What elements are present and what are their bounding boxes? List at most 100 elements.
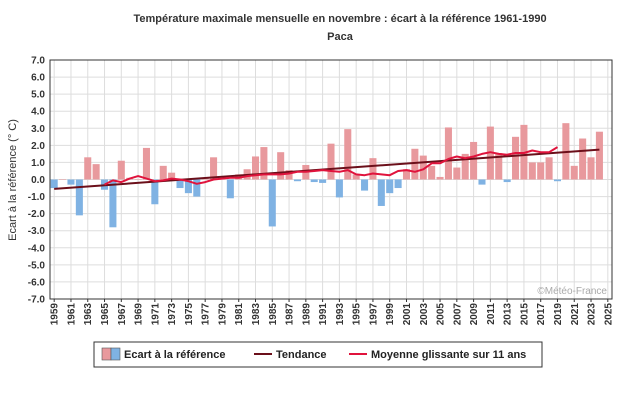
legend-label-ecart: Ecart à la référence bbox=[124, 349, 226, 361]
x-tick-label: 2001 bbox=[402, 303, 413, 326]
x-tick-label: 1973 bbox=[167, 303, 178, 326]
x-tick-label: 1969 bbox=[134, 303, 145, 326]
x-tick-label: 1997 bbox=[368, 303, 379, 326]
lines bbox=[54, 146, 600, 190]
bar-2014 bbox=[512, 136, 520, 180]
bar-1998 bbox=[377, 179, 385, 206]
bar-1961 bbox=[67, 179, 75, 185]
bar-2022 bbox=[579, 138, 587, 180]
bar-2018 bbox=[545, 157, 553, 180]
x-tick-label: 2021 bbox=[570, 303, 581, 326]
bar-2017 bbox=[537, 162, 545, 180]
bar-1967 bbox=[117, 160, 125, 180]
y-tick-label: -2.0 bbox=[28, 209, 46, 220]
legend-label-tendance: Tendance bbox=[276, 349, 327, 361]
bar-1992 bbox=[327, 143, 335, 180]
x-tick-label: 1993 bbox=[335, 303, 346, 326]
x-tick-label: 1961 bbox=[66, 303, 77, 326]
y-tick-label: -5.0 bbox=[28, 260, 46, 271]
bar-1966 bbox=[109, 179, 117, 228]
bar-1990 bbox=[310, 179, 318, 183]
x-tick-label: 2005 bbox=[436, 303, 447, 326]
bar-1985 bbox=[268, 179, 276, 227]
bar-2021 bbox=[570, 165, 578, 180]
y-tick-label: -3.0 bbox=[28, 226, 46, 237]
x-tick-label: 2019 bbox=[553, 303, 564, 326]
plot-frame bbox=[49, 59, 613, 300]
bar-1995 bbox=[352, 174, 360, 180]
y-tick-label: 1.0 bbox=[31, 158, 45, 169]
x-ticks: 1959 1961 1963 1965 1967 1969 1971 1973 1975 1977… bbox=[50, 299, 614, 326]
y-tick-label: 5.0 bbox=[31, 90, 45, 101]
x-tick-label: 1967 bbox=[117, 303, 128, 326]
x-tick-label: 1977 bbox=[201, 303, 212, 326]
x-tick-label: 1975 bbox=[184, 303, 195, 326]
bar-1975 bbox=[184, 179, 192, 194]
chart-subtitle: Paca bbox=[327, 31, 354, 43]
y-axis-label: Ecart à la référence (° C) bbox=[7, 119, 19, 241]
legend-box bbox=[93, 341, 543, 368]
bar-1983 bbox=[251, 156, 260, 180]
y-tick-label: 7.0 bbox=[31, 56, 45, 67]
x-tick-label: 1995 bbox=[352, 303, 363, 326]
x-tick-label: 2003 bbox=[419, 303, 430, 326]
bar-1977 bbox=[201, 178, 209, 180]
bar-2005 bbox=[436, 176, 444, 180]
y-tick-label: -6.0 bbox=[28, 277, 46, 288]
bar-1971 bbox=[151, 179, 159, 205]
bar-1997 bbox=[369, 158, 377, 180]
grid bbox=[50, 59, 612, 300]
credit-label: ©Météo-France bbox=[537, 286, 607, 297]
bar-1972 bbox=[159, 165, 167, 180]
bar-1996 bbox=[361, 179, 369, 191]
x-tick-label: 1991 bbox=[318, 303, 329, 326]
bar-2008 bbox=[461, 153, 469, 180]
bar-1960 bbox=[59, 179, 67, 180]
x-tick-label: 2011 bbox=[486, 303, 497, 325]
bar-1976 bbox=[193, 179, 201, 197]
x-tick-label: 2017 bbox=[536, 303, 547, 326]
x-tick-label: 1985 bbox=[268, 303, 279, 326]
y-tick-label: 4.0 bbox=[31, 107, 45, 118]
bar-2013 bbox=[503, 179, 511, 183]
x-tick-label: 2025 bbox=[603, 303, 614, 326]
y-tick-label: 3.0 bbox=[31, 124, 45, 135]
x-tick-label: 1965 bbox=[100, 303, 111, 326]
legend-label-moyenne: Moyenne glissante sur 11 ans bbox=[371, 349, 526, 361]
bar-1994 bbox=[344, 129, 352, 180]
bar-2012 bbox=[495, 153, 503, 180]
bar-2007 bbox=[453, 167, 461, 180]
legend-swatch-negative bbox=[110, 347, 121, 361]
bar-1964 bbox=[92, 164, 100, 180]
y-tick-label: -7.0 bbox=[28, 295, 46, 306]
x-tick-label: 1971 bbox=[150, 303, 161, 326]
bar-2004 bbox=[428, 165, 436, 180]
x-tick-label: 2009 bbox=[469, 303, 480, 326]
bar-1993 bbox=[335, 179, 343, 198]
bars bbox=[50, 123, 603, 228]
y-tick-label: 6.0 bbox=[31, 73, 45, 84]
y-tick-label: 0.0 bbox=[31, 175, 45, 186]
bar-1987 bbox=[285, 170, 293, 180]
y-ticks: 7.0 6.0 5.0 4.0 3.0 2.0 1.0 0.0 -1.0 -2.0 -3.0 -4.0… bbox=[28, 56, 46, 306]
y-tick-label: 2.0 bbox=[31, 141, 45, 152]
bar-1999 bbox=[386, 179, 394, 194]
y-tick-label: -1.0 bbox=[28, 192, 46, 203]
x-tick-label: 1989 bbox=[301, 303, 312, 326]
x-tick-label: 1963 bbox=[83, 303, 94, 326]
chart-title: Température maximale mensuelle en novemb… bbox=[133, 13, 546, 25]
bar-2019 bbox=[553, 179, 562, 182]
bar-2000 bbox=[394, 179, 402, 189]
moving-average-line bbox=[104, 146, 559, 186]
bar-2002 bbox=[411, 148, 419, 180]
bar-1959 bbox=[50, 179, 58, 189]
bar-1980 bbox=[226, 179, 234, 199]
legend-bar-swatch bbox=[101, 347, 121, 361]
legend-swatch-positive bbox=[101, 347, 112, 361]
bar-1988 bbox=[293, 179, 301, 182]
bar-1991 bbox=[319, 179, 327, 183]
x-tick-label: 1981 bbox=[234, 303, 245, 326]
bar-2023 bbox=[587, 157, 595, 180]
bar-2024 bbox=[595, 131, 603, 180]
bar-1986 bbox=[277, 152, 285, 180]
